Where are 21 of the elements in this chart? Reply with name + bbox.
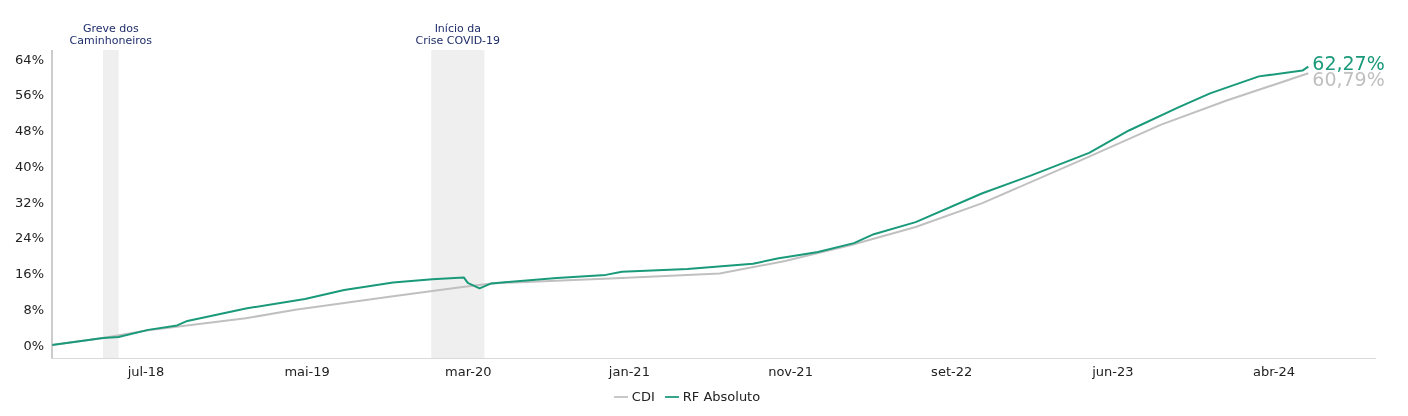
y-tick-label: 0% — [23, 337, 44, 353]
y-tick-label: 64% — [15, 51, 44, 67]
y-tick-label: 16% — [15, 266, 44, 282]
y-tick-label: 56% — [15, 87, 44, 103]
legend-label: CDI — [631, 388, 655, 404]
x-tick-label: jan-21 — [607, 363, 650, 379]
x-tick-label: jul-18 — [126, 363, 165, 379]
y-tick-label: 48% — [15, 123, 44, 139]
x-tick-label: nov-21 — [768, 363, 813, 379]
y-tick-label: 40% — [15, 158, 44, 174]
x-tick-label: mai-19 — [284, 363, 330, 379]
x-tick-label: mar-20 — [445, 363, 492, 379]
band-label: Início da Crise COVID-19 — [415, 22, 501, 47]
x-tick-label: set-22 — [931, 363, 973, 379]
y-tick-label: 24% — [15, 230, 44, 246]
y-tick-label: 32% — [15, 194, 44, 210]
legend-label: RF Absoluto — [682, 388, 761, 404]
x-tick-label: jun-23 — [1091, 363, 1134, 379]
x-tick-label: abr-24 — [1252, 363, 1295, 379]
y-tick-label: 8% — [23, 301, 44, 317]
band-label: Greve dos Caminhoneiros — [69, 22, 153, 47]
